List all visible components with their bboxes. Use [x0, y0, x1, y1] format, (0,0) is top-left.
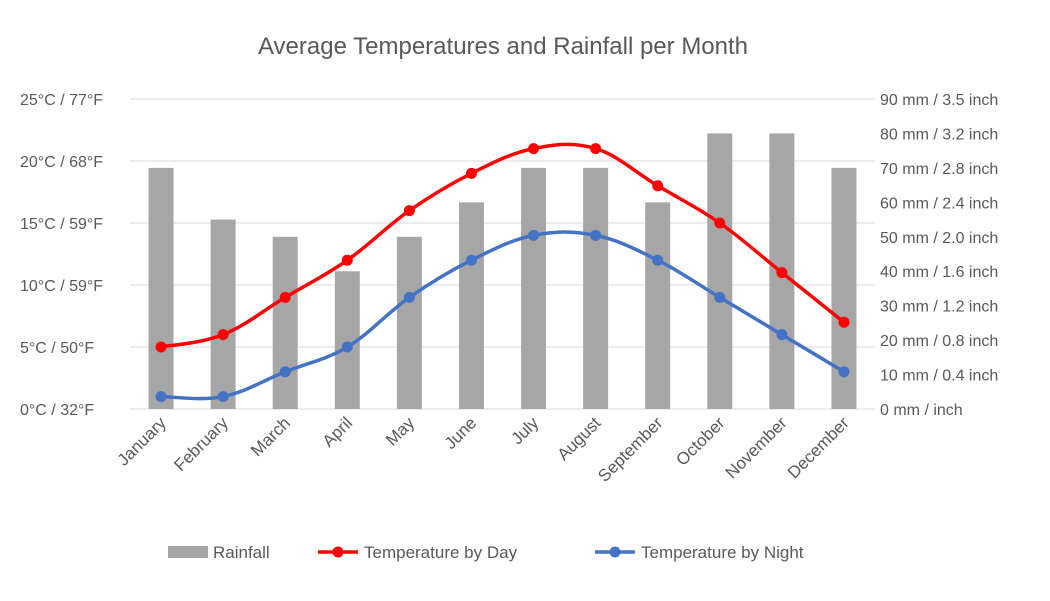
category-label: November: [722, 413, 791, 482]
category-label: April: [319, 413, 356, 450]
legend-label-temperature-by-night: Temperature by Night: [641, 543, 804, 562]
legend: Rainfall Temperature by Day Temperature by…: [168, 543, 804, 562]
legend-label-temperature-by-day: Temperature by Day: [364, 543, 518, 562]
legend-swatch-rainfall: [168, 546, 208, 558]
chart-title: Average Temperatures and Rainfall per Mo…: [258, 33, 748, 60]
category-label: July: [508, 413, 543, 448]
category-label: October: [672, 413, 728, 469]
temperature-by-day-point: [838, 316, 850, 328]
temperature-by-day-point: [465, 167, 477, 179]
right-tick-label: 60 mm / 2.4 inch: [880, 195, 998, 212]
temperature-by-night-line: [161, 230, 845, 401]
rainfall-bar: [583, 167, 609, 409]
right-tick-label: 0 mm / inch: [880, 402, 963, 419]
temperature-by-night-point: [155, 391, 167, 403]
temperature-lines: [155, 142, 850, 403]
temperature-by-day-point: [776, 267, 788, 279]
category-label: September: [594, 413, 666, 485]
temperature-by-day-point: [155, 341, 167, 353]
legend-marker-temperature-by-day: [332, 546, 344, 558]
temperature-by-night-point: [465, 254, 477, 266]
right-tick-label: 10 mm / 0.4 inch: [880, 368, 998, 385]
temperature-by-night-point: [590, 229, 602, 241]
left-tick-label: 0°C / 32°F: [20, 402, 94, 419]
left-tick-label: 5°C / 50°F: [20, 340, 94, 357]
right-tick-label: 20 mm / 0.8 inch: [880, 333, 998, 350]
temperature-by-night-point: [838, 366, 850, 378]
temperature-by-day-line: [160, 142, 846, 349]
right-tick-label: 80 mm / 3.2 inch: [880, 126, 998, 143]
right-tick-label: 70 mm / 2.8 inch: [880, 161, 998, 178]
temperature-by-day-point: [279, 291, 291, 303]
legend-label-rainfall: Rainfall: [213, 543, 270, 562]
rainfall-bar: [645, 202, 671, 409]
right-tick-label: 30 mm / 1.2 inch: [880, 299, 998, 316]
temperature-by-night-point: [403, 291, 415, 303]
temperature-by-night-point: [652, 254, 664, 266]
rainfall-bar: [458, 202, 484, 409]
category-label: January: [114, 413, 171, 470]
right-axis-ticks: 0 mm / inch 10 mm / 0.4 inch 20 mm / 0.8 i…: [880, 92, 998, 419]
left-tick-label: 25°C / 77°F: [20, 92, 103, 109]
right-tick-label: 40 mm / 1.6 inch: [880, 264, 998, 281]
temperature-by-day-point: [341, 254, 353, 266]
rainfall-bar: [707, 133, 733, 409]
temperature-by-night-point: [776, 329, 788, 341]
rainfall-bars: [148, 133, 857, 409]
rainfall-bar: [521, 167, 547, 409]
right-tick-label: 90 mm / 3.5 inch: [880, 92, 998, 109]
left-axis-ticks: 0°C / 32°F 5°C / 50°F 10°C / 59°F 15°C / 59…: [20, 92, 103, 419]
temperature-by-day-point: [217, 329, 229, 341]
temperature-by-day-point: [714, 217, 726, 229]
category-label: February: [170, 413, 232, 475]
temperature-by-night-point: [217, 391, 229, 403]
left-tick-label: 10°C / 59°F: [20, 278, 103, 295]
legend-marker-temperature-by-night: [609, 546, 621, 558]
temperature-by-day-point: [652, 180, 664, 192]
temperature-by-day-point: [403, 205, 415, 217]
category-label: August: [554, 413, 605, 464]
temperature-by-night-point: [341, 341, 353, 353]
temperature-by-day-point: [528, 143, 540, 155]
temperature-by-night-point: [279, 366, 291, 378]
category-label: December: [784, 413, 853, 482]
temperature-by-night-point: [528, 229, 540, 241]
category-label: May: [382, 413, 418, 449]
category-label: March: [247, 413, 294, 460]
left-tick-label: 15°C / 59°F: [20, 216, 103, 233]
rainfall-bar: [396, 236, 422, 409]
left-tick-label: 20°C / 68°F: [20, 154, 103, 171]
temperature-by-day-point: [590, 143, 602, 155]
gridlines: [130, 98, 875, 410]
x-axis-categories: January February March April May June July Augu…: [114, 413, 853, 486]
rainfall-bar: [210, 219, 236, 409]
temperature-by-night-point: [714, 291, 726, 303]
rainfall-bar: [272, 236, 298, 409]
right-tick-label: 50 mm / 2.0 inch: [880, 230, 998, 247]
category-label: June: [441, 413, 481, 453]
rainfall-bar: [148, 167, 174, 409]
